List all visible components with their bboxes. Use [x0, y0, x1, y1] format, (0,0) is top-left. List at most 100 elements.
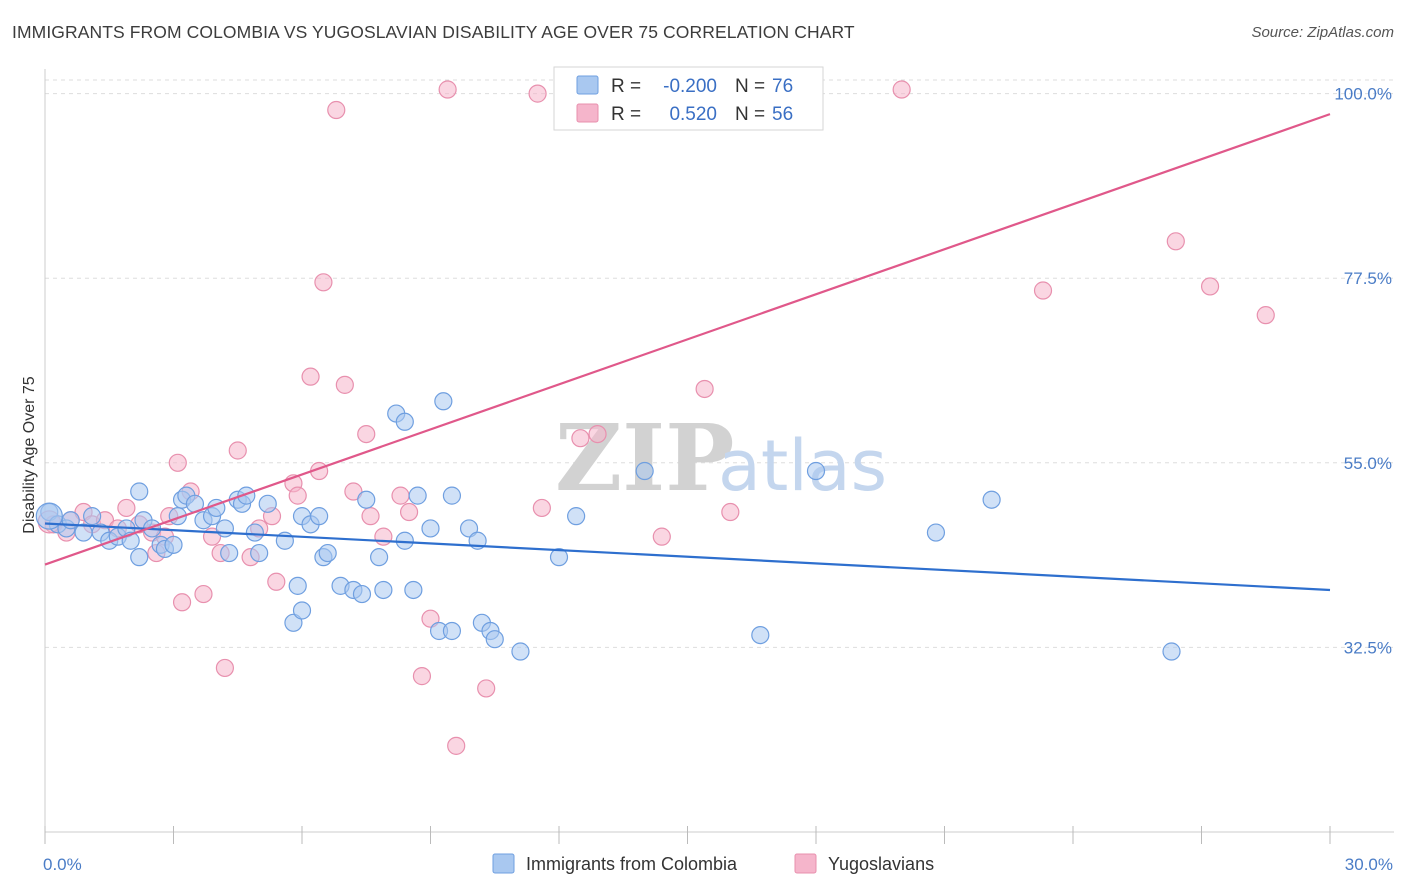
data-point [220, 543, 239, 563]
data-point [511, 642, 530, 661]
watermark-atlas: atlas [718, 425, 887, 507]
stats-n-value-pink: 56 [772, 104, 793, 125]
data-point [301, 367, 320, 386]
data-point [215, 658, 234, 678]
trendline-blue [44, 522, 1331, 592]
data-point [370, 548, 389, 567]
data-point [83, 507, 102, 526]
data-point [806, 461, 826, 481]
data-point [442, 486, 462, 505]
axes [44, 69, 1394, 844]
trendlines [44, 113, 1331, 592]
data-point [344, 482, 363, 501]
chart-source: Source: ZipAtlas.com [1251, 24, 1394, 41]
data-point [477, 679, 496, 698]
data-point [215, 519, 234, 538]
data-point [288, 576, 307, 595]
data-point [374, 527, 393, 546]
data-point [635, 461, 654, 481]
data-point [117, 498, 136, 518]
data-point [549, 548, 569, 567]
data-point [721, 502, 740, 522]
legend-swatch-blue [492, 853, 515, 874]
y-axis-title: Disability Age Over 75 [21, 376, 38, 534]
data-point [314, 273, 333, 292]
stats-r-label-blue: R = [611, 76, 641, 97]
y-tick-label: 55.0% [1344, 454, 1392, 473]
data-point [245, 523, 264, 542]
data-point [1162, 642, 1181, 661]
data-point [228, 441, 247, 460]
data-point [1166, 232, 1185, 251]
data-point [130, 482, 149, 501]
stats-box: R = -0.200 N = 76 R = 0.520 N = 56 [553, 66, 824, 131]
data-point [571, 429, 590, 448]
data-point [292, 601, 312, 620]
y-tick-label: 100.0% [1334, 85, 1392, 104]
data-point [588, 424, 607, 444]
data-point [442, 621, 462, 641]
data-point-cluster [35, 502, 63, 530]
data-point [408, 486, 427, 505]
stats-r-label-pink: R = [611, 104, 641, 125]
data-point [194, 584, 213, 604]
legend-label-colombia: Immigrants from Colombia [526, 854, 738, 874]
x-tick-labels: 0.0% 30.0% [43, 855, 1393, 874]
data-point [412, 667, 432, 686]
data-point [459, 519, 479, 538]
data-point [1200, 277, 1220, 296]
data-point [447, 736, 466, 755]
stats-n-label-blue: N = [735, 76, 765, 97]
data-point [168, 453, 187, 472]
data-point [310, 507, 329, 526]
data-point [982, 490, 1001, 509]
data-point [361, 507, 380, 526]
data-point [1033, 281, 1053, 300]
legend-item-colombia[interactable]: Immigrants from Colombia [492, 853, 738, 874]
watermark-zip: ZIP [555, 404, 734, 512]
data-point [395, 412, 414, 431]
data-point [532, 498, 551, 518]
stats-swatch-pink [576, 103, 599, 123]
stats-swatch-blue [576, 75, 599, 95]
data-point [172, 593, 192, 612]
data-point [438, 80, 457, 99]
data-point [434, 392, 453, 411]
data-point [130, 548, 149, 567]
data-point [284, 613, 303, 632]
x-tick-label: 30.0% [1345, 855, 1393, 874]
data-point [751, 625, 770, 645]
data-point [267, 572, 286, 591]
data-point [374, 580, 393, 600]
data-point [404, 580, 423, 600]
data-point [352, 584, 372, 604]
x-tick-label: 0.0% [43, 855, 82, 874]
data-point [288, 486, 307, 505]
data-point [258, 494, 277, 513]
legend-item-yugoslavians[interactable]: Yugoslavians [794, 853, 934, 874]
data-point [318, 543, 337, 563]
data-point [327, 100, 346, 120]
data-point [421, 609, 440, 628]
data-point [357, 424, 376, 444]
trendline-pink [44, 113, 1331, 566]
legend-label-yugoslavians: Yugoslavians [828, 854, 934, 874]
stats-box-frame [553, 66, 824, 131]
data-point [926, 523, 946, 542]
y-tick-label: 77.5% [1344, 269, 1392, 288]
data-point [892, 80, 911, 99]
data-point [357, 490, 376, 509]
watermark: ZIP atlas [555, 404, 887, 512]
stats-n-label-pink: N = [735, 104, 765, 125]
data-point [399, 502, 419, 522]
chart-title: IMMIGRANTS FROM COLOMBIA VS YUGOSLAVIAN … [12, 22, 855, 42]
data-point [652, 527, 671, 546]
data-point [485, 630, 504, 649]
data-point [695, 379, 714, 399]
data-point [250, 543, 269, 563]
stats-r-value-blue: -0.200 [663, 76, 717, 97]
data-point [335, 375, 354, 394]
stats-n-value-blue: 76 [772, 76, 793, 97]
data-point [1256, 306, 1275, 325]
